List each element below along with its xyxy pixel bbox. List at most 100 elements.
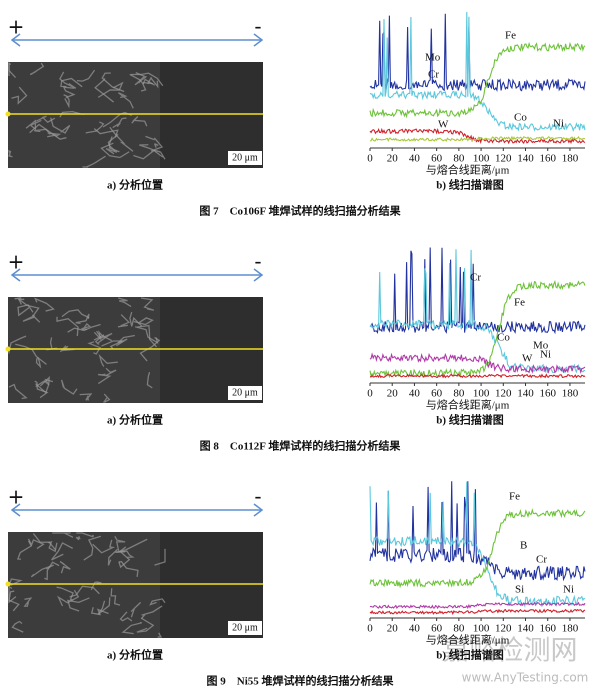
scan-start — [5, 581, 11, 587]
element-label: Cr — [470, 272, 481, 284]
microstructure — [118, 560, 139, 577]
microstructure — [136, 617, 155, 633]
microstructure — [110, 588, 121, 606]
element-label: Cr — [536, 554, 547, 566]
microstructure — [60, 379, 78, 395]
microstructure — [118, 92, 134, 109]
watermark-url: www.AnyTesting.com — [462, 671, 589, 685]
element-label: Ni — [540, 349, 551, 361]
scan-start — [5, 111, 11, 117]
figure: + - 20 μm 0 20 40 60 80 100 120 140 160 180 与熔合线距离/μm… — [5, 11, 586, 218]
caption-a: a) 分析位置 — [107, 648, 163, 662]
microstructure — [76, 532, 94, 538]
x-tick-label: 140 — [517, 388, 534, 400]
arrow-head — [10, 503, 264, 517]
scan-curve — [369, 127, 586, 145]
element-label: Mo — [425, 52, 441, 64]
scan-curve — [369, 481, 586, 582]
x-axis-label: 与熔合线距离/μm — [426, 398, 510, 412]
element-label: Ni — [553, 118, 564, 130]
element-label: Ni — [563, 584, 574, 596]
watermark: 嘉峪检测网 — [443, 636, 578, 667]
microstructure — [8, 61, 12, 77]
microstructure — [130, 601, 142, 618]
figure-caption: 图 8 Co112F 堆焊试样的线扫描分析结果 — [200, 439, 401, 453]
plus-sign: + — [8, 485, 25, 509]
microstructure — [102, 393, 111, 403]
micrograph-right — [160, 532, 263, 638]
microstructure — [8, 590, 20, 612]
microstructure — [140, 605, 163, 620]
minus-sign: - — [254, 485, 261, 509]
x-tick-label: 0 — [367, 388, 373, 400]
x-tick-label: 0 — [367, 153, 373, 165]
scale-box — [228, 386, 262, 400]
scan-curve — [369, 279, 586, 379]
microstructure — [61, 309, 90, 319]
x-tick-label: 160 — [539, 623, 556, 635]
microstructure — [8, 383, 28, 400]
microstructure — [101, 340, 123, 350]
microstructure — [140, 78, 156, 92]
microstructure — [92, 539, 116, 554]
microstructure — [114, 536, 126, 551]
minus-sign: - — [254, 250, 261, 274]
scan-curve — [369, 13, 586, 92]
microstructure — [107, 549, 118, 566]
micrograph-right — [160, 62, 263, 168]
microstructure — [79, 393, 93, 401]
figure-caption: 图 9 Ni55 堆焊试样的线扫描分析结果 — [207, 674, 394, 688]
arrow-head — [10, 33, 264, 47]
microstructure — [66, 597, 90, 612]
x-tick-label: 80 — [453, 388, 465, 400]
microstructure — [75, 313, 90, 325]
microstructure — [8, 149, 13, 158]
microstructure — [100, 142, 130, 159]
x-tick-label: 40 — [409, 153, 421, 165]
microstructure — [81, 322, 92, 331]
x-tick-label: 40 — [409, 623, 421, 635]
microstructure — [25, 119, 42, 131]
x-tick-label: 180 — [562, 153, 579, 165]
scan-curve — [369, 601, 586, 610]
microstructure — [11, 86, 28, 105]
microstructure — [76, 69, 96, 82]
microstructure — [29, 62, 45, 76]
microstructure — [90, 607, 109, 616]
scan-curve — [369, 135, 586, 142]
x-tick-label: 180 — [562, 388, 579, 400]
scan-curve — [369, 247, 586, 335]
microstructure — [27, 538, 45, 550]
microstructure — [75, 536, 81, 541]
microstructure — [44, 561, 60, 581]
microstructure — [8, 335, 27, 354]
x-tick-label: 120 — [495, 153, 512, 165]
figure: + - 20 μm 0 20 40 60 80 100 120 140 160 180 与熔合线距离/μm… — [5, 247, 586, 453]
element-label: W — [438, 119, 449, 131]
scale-bar: 20 μm — [232, 387, 258, 398]
microstructure — [147, 77, 159, 89]
microstructure — [50, 117, 71, 134]
caption-a: a) 分析位置 — [107, 413, 163, 427]
x-tick-label: 160 — [539, 388, 556, 400]
microstructure — [35, 376, 50, 394]
microstructure — [137, 324, 157, 348]
microstructure — [139, 336, 161, 362]
figure-caption: 图 7 Co106F 堆焊试样的线扫描分析结果 — [199, 204, 400, 218]
microstructure — [134, 326, 159, 344]
microstructure — [134, 72, 148, 86]
arrow-head — [10, 268, 264, 282]
microstructure — [145, 135, 164, 152]
x-tick-label: 140 — [517, 623, 534, 635]
element-label: Cr — [428, 69, 439, 81]
microstructure — [129, 311, 143, 327]
microstructure — [133, 317, 154, 326]
scan-start — [5, 346, 11, 352]
microstructure — [16, 540, 33, 560]
x-tick-label: 60 — [431, 388, 443, 400]
microstructure — [59, 71, 77, 89]
microstructure — [48, 541, 58, 553]
microstructure — [85, 121, 105, 134]
caption-a: a) 分析位置 — [107, 178, 163, 192]
microstructure — [8, 587, 17, 604]
